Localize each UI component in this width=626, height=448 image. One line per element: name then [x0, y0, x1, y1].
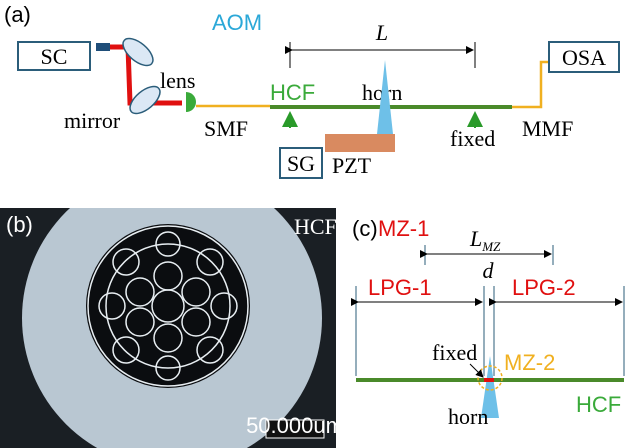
panel-b: (b) HCF 50.000um	[0, 208, 344, 448]
length-label: L	[375, 20, 388, 45]
lmz-main: L	[469, 226, 482, 251]
sg-label: SG	[287, 151, 315, 176]
mz2-label: MZ-2	[504, 350, 555, 375]
mirror	[129, 85, 161, 115]
lmz-sub: MZ	[481, 239, 501, 254]
mmf-label: MMF	[522, 116, 573, 141]
smf-label: SMF	[204, 116, 248, 141]
sc-box	[17, 41, 91, 71]
connector	[96, 43, 110, 51]
core-region	[86, 224, 250, 388]
lpg2-label: LPG-2	[512, 275, 576, 300]
hcf-label: HCF	[270, 80, 315, 105]
mmf	[512, 60, 550, 109]
hcf-label: HCF	[576, 392, 621, 417]
mz2-marker	[477, 365, 503, 391]
horn	[377, 60, 393, 134]
scale-bar-label: 50.000um	[246, 413, 344, 438]
pzt-label: PZT	[332, 153, 372, 178]
lens-label: lens	[160, 68, 195, 93]
microstructure	[87, 225, 249, 387]
horn	[481, 356, 499, 418]
mirror-label: mirror	[64, 108, 121, 133]
pzt	[325, 134, 395, 152]
free-space-beam	[110, 44, 182, 106]
fixed-label: fixed	[432, 340, 477, 365]
aom-label: AOM	[212, 10, 262, 35]
lens	[186, 92, 196, 112]
panel-label: (b)	[6, 212, 33, 237]
panel-a: (a) SC lens mirror AOM SMF HCF horn SG P…	[4, 2, 620, 179]
sc-label: SC	[41, 44, 68, 69]
osa-label: OSA	[562, 45, 606, 70]
horn-label: horn	[448, 404, 488, 429]
fixed-label: fixed	[450, 126, 495, 151]
mz1-label: MZ-1	[378, 216, 429, 241]
hcf-label: HCF	[294, 214, 337, 239]
mirror	[122, 37, 154, 67]
sg-box	[279, 147, 323, 179]
panel-label: (c)	[352, 216, 378, 241]
lpg1-label: LPG-1	[368, 275, 432, 300]
panel-label: (a)	[4, 2, 31, 27]
d-label: d	[483, 258, 495, 283]
scale-bar	[265, 419, 325, 439]
panel-c: (c) MZ-1 LMZ d LPG-1 LPG-2 fixed MZ-2 ho…	[351, 216, 625, 429]
lmz-label: LMZ	[469, 226, 501, 254]
fixed-arrow	[469, 363, 484, 378]
mz2-region	[484, 378, 494, 382]
osa-box	[548, 41, 620, 73]
